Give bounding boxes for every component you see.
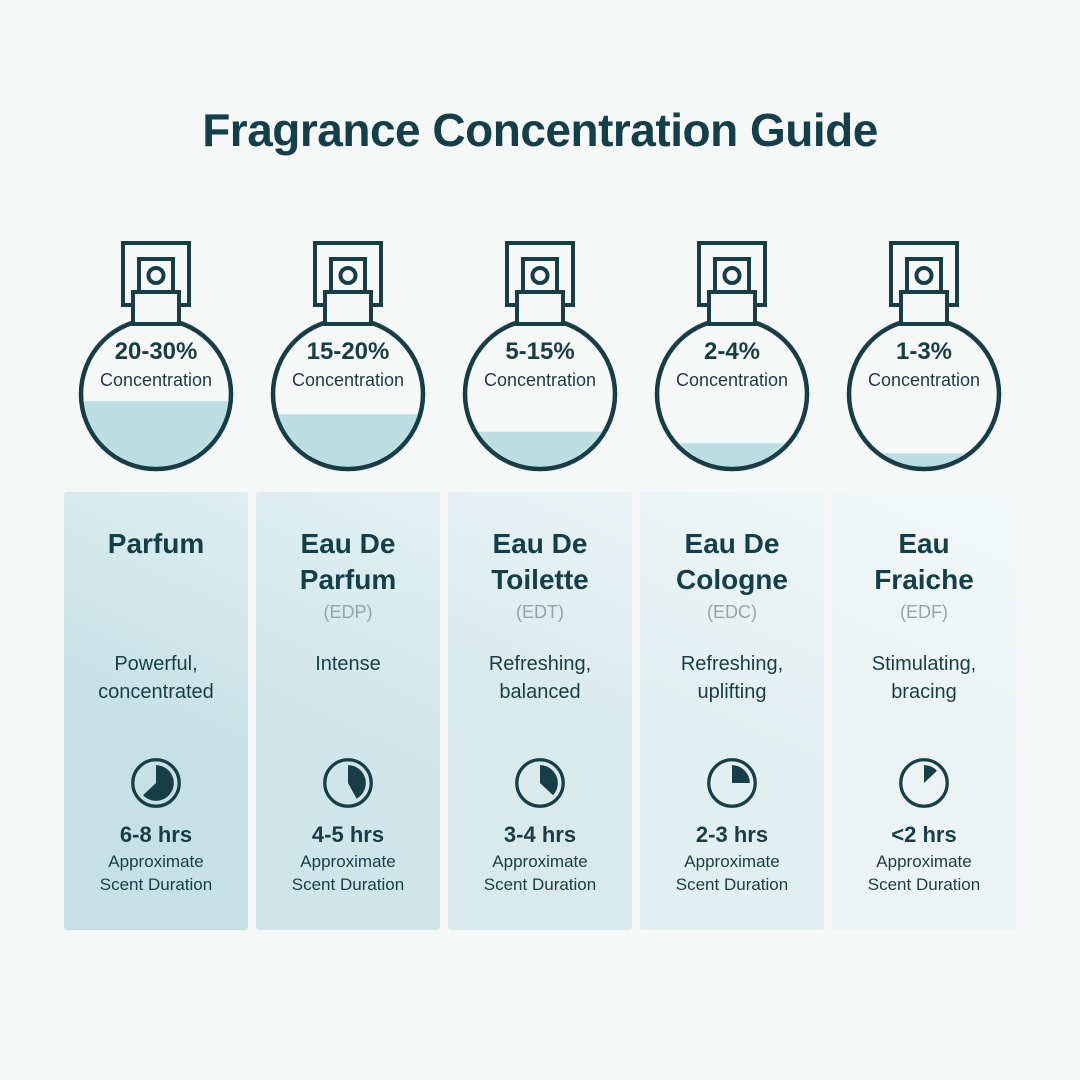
card-eau-de-cologne: Eau De Cologne (EDC) Refreshing, uplifti… [640, 491, 824, 930]
duration-caption: Approximate Scent Duration [867, 851, 981, 894]
duration-value: 3-4 hrs [503, 821, 577, 847]
perfume-bottle-icon [462, 240, 618, 472]
duration-caption: Approximate Scent Duration [483, 851, 597, 894]
page-title: Fragrance Concentration Guide [202, 104, 878, 156]
bottles-row: 20-30% Concentration 15-20% Conc [64, 240, 1016, 473]
clock-icon [131, 758, 181, 808]
fragrance-name: Eau De Parfum [299, 527, 397, 595]
concentration-label: Concentration [99, 369, 213, 390]
fragrance-description: Powerful, concentrated [98, 652, 214, 703]
concentration-range: 2-4% [703, 337, 761, 365]
concentration-label: Concentration [675, 369, 789, 390]
fragrance-description: Intense [315, 652, 381, 675]
fragrance-guide-infographic: Fragrance Concentration Guide 20-30% Con… [64, 104, 1016, 930]
fragrance-name: Parfum [107, 527, 205, 559]
perfume-bottle-icon [846, 240, 1002, 472]
perfume-bottle-icon [270, 240, 426, 472]
concentration-label: Concentration [867, 369, 981, 390]
fragrance-description: Refreshing, balanced [488, 652, 592, 703]
duration-caption: Approximate Scent Duration [99, 851, 213, 894]
bottle-eau-de-cologne: 2-4% Concentration [640, 240, 824, 473]
clock-icon [899, 758, 949, 808]
bottle-eau-de-parfum: 15-20% Concentration [256, 240, 440, 473]
duration-value: 2-3 hrs [695, 821, 769, 847]
concentration-label: Concentration [483, 369, 597, 390]
card-eau-de-toilette: Eau De Toilette (EDT) Refreshing, balanc… [448, 491, 632, 930]
concentration-range: 5-15% [505, 337, 575, 365]
duration-value: 6-8 hrs [119, 821, 193, 847]
concentration-range: 1-3% [895, 337, 953, 365]
fragrance-description: Refreshing, uplifting [680, 652, 784, 703]
fragrance-abbreviation: (EDT) [516, 601, 564, 622]
concentration-range: 15-20% [306, 337, 390, 365]
bottle-parfum: 20-30% Concentration [64, 240, 248, 473]
clock-icon [515, 758, 565, 808]
fragrance-description: Stimulating, bracing [871, 652, 977, 703]
card-parfum: Parfum Powerful, concentrated 6-8 hrs Ap… [64, 491, 248, 930]
fragrance-name: Eau De Cologne [676, 527, 788, 595]
duration-value: <2 hrs [891, 821, 957, 847]
fragrance-abbreviation: (EDF) [900, 601, 948, 622]
duration-caption: Approximate Scent Duration [675, 851, 789, 894]
fragrance-abbreviation: (EDC) [707, 601, 757, 622]
fragrance-name: Eau De Toilette [491, 527, 589, 595]
fragrance-abbreviation: (EDP) [323, 601, 373, 622]
cards-row: Parfum Powerful, concentrated 6-8 hrs Ap… [64, 491, 1016, 930]
clock-icon [323, 758, 373, 808]
perfume-bottle-icon [654, 240, 810, 472]
concentration-label: Concentration [291, 369, 405, 390]
bottle-eau-fraiche: 1-3% Concentration [832, 240, 1016, 473]
card-eau-de-parfum: Eau De Parfum (EDP) Intense 4-5 hrs Appr… [256, 491, 440, 930]
duration-value: 4-5 hrs [311, 821, 385, 847]
clock-icon [707, 758, 757, 808]
duration-caption: Approximate Scent Duration [291, 851, 405, 894]
card-eau-fraiche: Eau Fraiche (EDF) Stimulating, bracing <… [832, 491, 1016, 930]
concentration-range: 20-30% [114, 337, 198, 365]
fragrance-name: Eau Fraiche [874, 527, 974, 595]
perfume-bottle-icon [78, 240, 234, 472]
bottle-eau-de-toilette: 5-15% Concentration [448, 240, 632, 473]
